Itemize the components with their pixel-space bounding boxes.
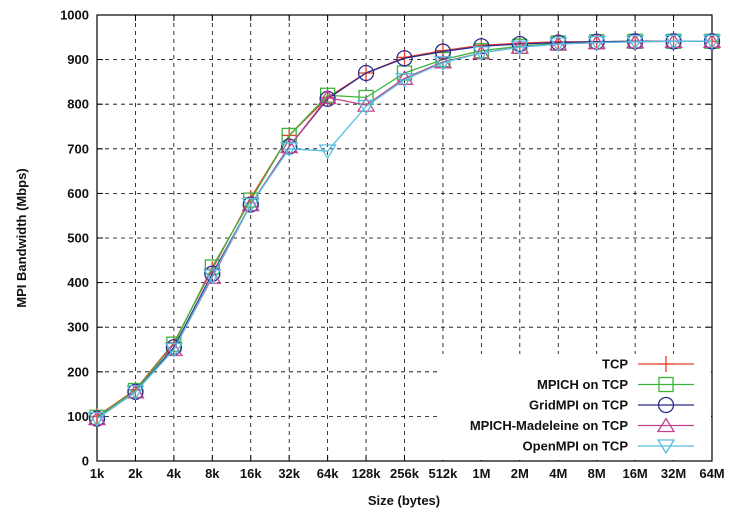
x-tick-label: 128k	[352, 466, 382, 481]
y-tick-label: 1000	[60, 8, 89, 23]
x-tick-label: 64k	[317, 466, 339, 481]
legend-marker	[656, 417, 676, 433]
data-point	[280, 138, 299, 154]
x-tick-label: 4M	[549, 466, 567, 481]
data-point	[356, 99, 376, 115]
series-line	[96, 40, 712, 420]
x-tick-label: 256k	[390, 466, 420, 481]
y-tick-label: 100	[67, 409, 89, 424]
x-tick-label: 64M	[699, 466, 724, 481]
x-tick-label: 16k	[240, 466, 262, 481]
data-point	[472, 46, 491, 62]
data-point	[318, 144, 337, 160]
data-point	[356, 96, 376, 112]
data-point	[434, 43, 452, 60]
data-point	[204, 265, 221, 282]
legend-marker	[656, 439, 676, 455]
data-point	[510, 40, 529, 56]
data-point	[473, 43, 490, 59]
data-point	[702, 34, 722, 50]
data-point	[357, 64, 375, 82]
data-point	[511, 35, 528, 52]
x-axis-label: Size (bytes)	[368, 493, 440, 508]
series-layer	[87, 33, 722, 427]
data-point	[318, 89, 337, 105]
data-point	[395, 73, 414, 88]
x-axis-ticks: 1k 2k 4k 8k 16k 32k 64k 128k 256k 512k 1M 2M 4M 8M 16M…	[90, 15, 725, 481]
data-point	[396, 50, 413, 67]
x-tick-label: 16M	[622, 466, 647, 481]
legend-label: OpenMPI on TCP	[523, 439, 629, 454]
y-tick-label: 900	[67, 52, 89, 67]
y-tick-label: 300	[67, 320, 89, 335]
x-tick-label: 1k	[90, 466, 105, 481]
x-tick-label: 32k	[278, 466, 300, 481]
x-tick-label: 512k	[428, 466, 458, 481]
data-point	[87, 411, 107, 427]
y-tick-label: 200	[67, 364, 89, 379]
data-point	[165, 339, 183, 356]
data-point	[549, 37, 568, 53]
y-tick-label: 400	[67, 275, 89, 290]
series-openmpi-on-tcp	[87, 34, 722, 427]
legend-marker	[658, 356, 674, 372]
legend-marker	[658, 376, 674, 393]
y-tick-label: 0	[82, 454, 89, 469]
x-tick-label: 4k	[167, 466, 182, 481]
data-point	[664, 34, 683, 50]
legend-label: GridMPI on TCP	[529, 398, 628, 413]
data-point	[473, 38, 490, 55]
data-point	[625, 35, 645, 51]
legend-label: TCP	[602, 357, 628, 372]
y-tick-label: 700	[67, 141, 89, 156]
y-tick-label: 800	[67, 97, 89, 112]
data-point	[203, 269, 222, 285]
y-tick-label: 500	[67, 231, 89, 246]
legend-marker	[657, 396, 675, 414]
x-tick-label: 8M	[588, 466, 606, 481]
x-tick-label: 1M	[472, 466, 490, 481]
x-tick-label: 2M	[511, 466, 529, 481]
data-point	[126, 385, 145, 401]
data-point	[280, 142, 299, 158]
x-tick-label: 2k	[128, 466, 143, 481]
y-axis-label: MPI Bandwidth (Mbps)	[14, 168, 29, 307]
data-point	[241, 197, 260, 213]
legend: TCP MPICH on TCP GridMPI on TCP MPICH-Madel…	[440, 354, 711, 460]
x-tick-label: 8k	[205, 466, 220, 481]
y-axis-ticks: 0 100 200 300 400 500 600 700 800 900 1000	[60, 8, 712, 469]
data-point	[433, 56, 453, 71]
y-tick-label: 600	[67, 186, 89, 201]
x-tick-label: 32M	[661, 466, 686, 481]
legend-label: MPICH-Madeleine on TCP	[470, 418, 629, 433]
series-line	[96, 40, 712, 420]
data-point	[587, 36, 606, 51]
data-point	[511, 35, 528, 53]
legend-label: MPICH on TCP	[537, 377, 628, 392]
data-point	[164, 342, 184, 358]
